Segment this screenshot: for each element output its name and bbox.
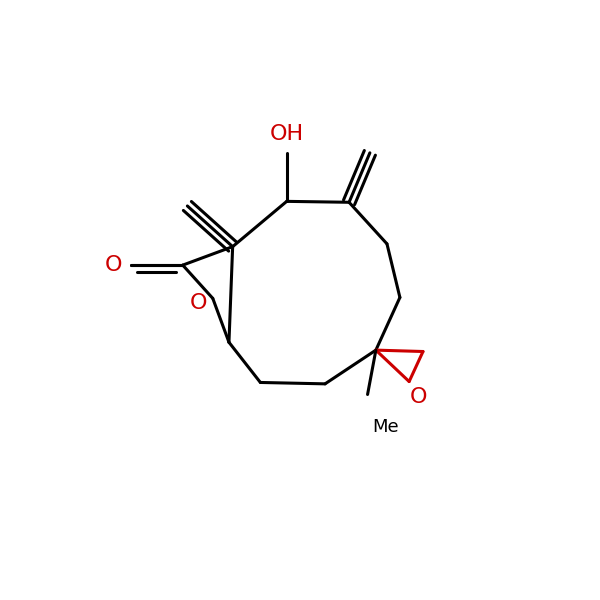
Text: O: O (104, 255, 122, 275)
Text: Me: Me (372, 419, 399, 437)
Text: O: O (410, 387, 427, 407)
Text: O: O (190, 293, 207, 313)
Text: OH: OH (269, 124, 304, 143)
